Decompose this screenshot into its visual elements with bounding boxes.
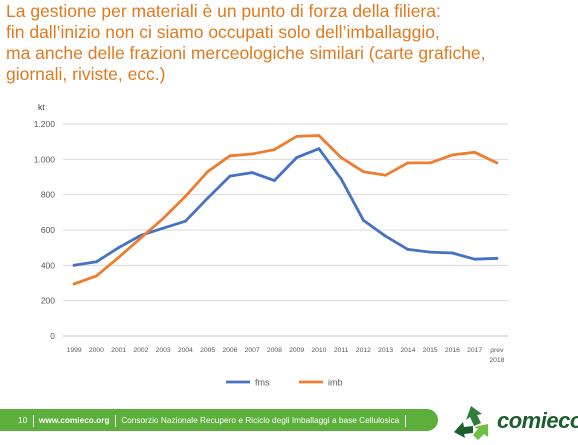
data-point-fms <box>272 179 276 182</box>
x-tick-label: 2005 <box>200 347 215 354</box>
data-point-fms <box>161 226 165 230</box>
data-point-fms <box>384 234 388 238</box>
page-number: 10 <box>18 415 28 425</box>
data-point-imb <box>428 161 432 165</box>
data-point-fms <box>406 248 410 251</box>
data-point-fms <box>183 219 187 223</box>
x-tick-label: 2009 <box>289 347 304 354</box>
data-point-fms <box>250 171 254 174</box>
data-point-imb <box>161 217 165 220</box>
data-point-imb <box>495 161 499 165</box>
data-point-imb <box>94 274 98 278</box>
data-point-imb <box>406 161 410 165</box>
data-point-imb <box>206 170 210 174</box>
x-tick-label: 2006 <box>222 347 237 354</box>
series-line-imb <box>72 134 499 286</box>
y-tick-label: 400 <box>41 260 55 270</box>
y-tick-label: 1.200 <box>34 119 56 129</box>
x-tick-label: 2004 <box>178 347 193 354</box>
x-tick-label: 2017 <box>467 347 482 354</box>
data-point-imb <box>339 156 343 159</box>
footer-bar: 10 www.comieco.org Consorzio Nazionale R… <box>0 409 438 431</box>
data-point-imb <box>384 173 388 177</box>
data-point-fms <box>72 263 76 267</box>
recycle-arrows-icon <box>454 406 488 440</box>
data-point-fms <box>473 257 477 261</box>
footer-divider <box>114 414 116 427</box>
data-point-fms <box>339 177 343 181</box>
y-tick-label: 200 <box>41 296 55 306</box>
data-point-fms <box>428 250 432 254</box>
y-tick-label: 600 <box>41 225 55 235</box>
slide-title: La gestione per materiali è un punto di … <box>6 1 574 85</box>
y-tick-label: 800 <box>41 190 55 200</box>
data-point-fms <box>228 174 232 178</box>
title-line-1: La gestione per materiali è un punto di … <box>6 1 441 21</box>
data-point-imb <box>117 255 121 259</box>
data-point-imb <box>72 282 76 286</box>
x-tick-label: 2001 <box>111 347 126 354</box>
y-tick-label: 1.000 <box>34 154 56 164</box>
x-tick-label: 2008 <box>267 347 282 354</box>
data-point-fms <box>317 147 321 151</box>
footer-divider <box>32 414 34 427</box>
legend-label-imb: imb <box>328 378 343 388</box>
footer-url[interactable]: www.comieco.org <box>38 415 110 425</box>
y-axis-label: kt <box>38 102 45 112</box>
data-point-fms <box>295 156 299 159</box>
data-point-imb <box>272 148 276 152</box>
y-tick-label: 0 <box>50 331 55 341</box>
footer-org-name: Consorzio Nazionale Recupero e Riciclo d… <box>121 415 400 425</box>
x-tick-label: 2015 <box>423 347 438 354</box>
title-line-4: giornali, riviste, ecc.) <box>6 64 166 84</box>
data-point-fms <box>206 196 210 200</box>
legend-label-fms: fms <box>255 378 270 388</box>
logo-text: comieco <box>497 408 578 433</box>
x-tick-label: 2010 <box>311 347 326 354</box>
data-point-imb <box>139 236 143 240</box>
x-tick-label: 2014 <box>400 347 415 354</box>
data-point-imb <box>228 154 232 158</box>
x-tick-label: 2011 <box>334 347 349 354</box>
data-point-imb <box>295 134 299 138</box>
data-point-fms <box>361 218 365 222</box>
x-tick-label: 2003 <box>156 347 171 354</box>
data-point-fms <box>94 260 98 264</box>
title-line-3: ma anche delle frazioni merceologiche si… <box>6 43 486 63</box>
data-point-imb <box>473 150 477 154</box>
x-tick-label: 2012 <box>356 347 371 354</box>
data-point-imb <box>183 195 187 198</box>
data-point-imb <box>317 134 321 137</box>
x-tick-label: 1999 <box>67 347 82 354</box>
x-tick-label: 2002 <box>133 347 148 354</box>
title-line-2: fin dall’inizio non ci siamo occupati so… <box>6 22 440 42</box>
series-line-fms <box>72 147 499 267</box>
data-point-fms <box>495 256 499 260</box>
footer-divider <box>404 414 406 427</box>
x-tick-label: 2018 <box>489 357 504 364</box>
x-tick-label: 2007 <box>245 347 260 354</box>
x-tick-label: 2000 <box>89 347 104 354</box>
data-point-fms <box>117 246 121 250</box>
data-point-imb <box>361 170 365 174</box>
x-tick-label: 2013 <box>378 347 393 354</box>
data-point-imb <box>450 153 454 157</box>
x-tick-label: 2016 <box>445 347 460 354</box>
data-point-imb <box>250 152 254 156</box>
line-chart: kt 0 200 400 600 800 1.000 1.200 1999 2000 2001 200… <box>34 102 508 388</box>
x-tick-label: prev <box>490 347 504 354</box>
data-point-fms <box>450 251 454 255</box>
